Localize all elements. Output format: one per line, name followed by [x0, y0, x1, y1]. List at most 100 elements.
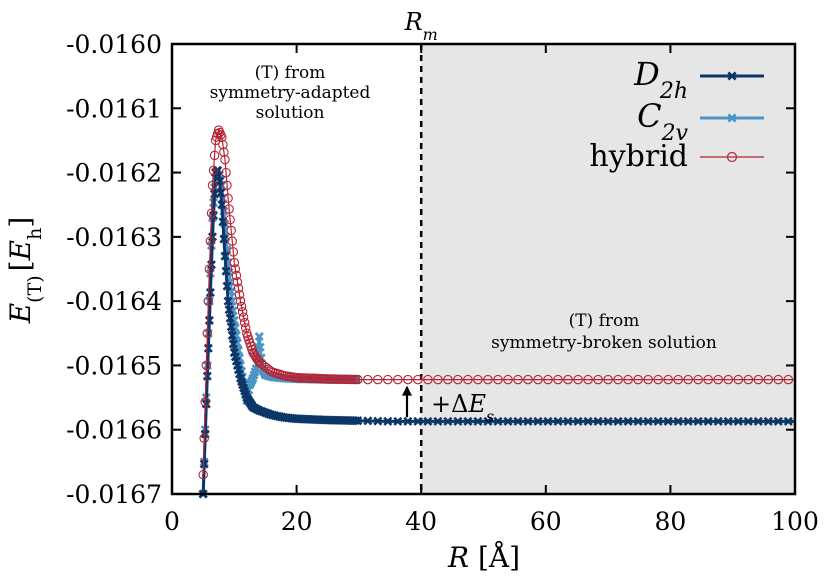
data-point — [553, 416, 563, 426]
data-point — [783, 416, 793, 426]
data-point — [222, 281, 232, 291]
data-point — [198, 469, 208, 480]
delta-es-label: +ΔEs — [431, 390, 494, 426]
data-point — [503, 416, 513, 426]
data-point — [232, 277, 243, 287]
data-point — [199, 433, 209, 444]
data-point — [553, 374, 563, 385]
data-point — [393, 416, 403, 426]
rm-label: Rm — [404, 8, 438, 44]
data-point — [220, 251, 230, 261]
data-point — [224, 204, 234, 214]
data-point — [733, 374, 744, 385]
data-point — [613, 416, 623, 426]
data-point — [573, 374, 583, 385]
data-point — [703, 374, 713, 385]
text-layer: Rm -0.0160 -0.0161 -0.0162 -0.0163 -0.0164 -0.… — [4, 8, 819, 574]
data-point — [523, 374, 533, 385]
data-point — [483, 374, 493, 385]
data-point — [493, 374, 503, 385]
data-point — [503, 374, 513, 385]
data-point — [743, 374, 754, 385]
x-axis-label: R [Å] — [447, 541, 520, 574]
data-point — [202, 328, 213, 339]
data-point — [463, 416, 473, 426]
data-point — [643, 374, 653, 385]
data-point — [237, 307, 248, 317]
data-point — [231, 270, 242, 281]
data-point — [623, 416, 633, 426]
data-point — [228, 247, 239, 257]
data-point — [229, 257, 240, 268]
shaded-region — [421, 44, 795, 494]
series-points-hybrid — [198, 125, 794, 480]
data-point — [203, 296, 214, 306]
annotation-right-line1: (T) from — [569, 311, 640, 331]
annotation-right-line2: symmetry-broken solution — [491, 333, 717, 353]
data-point — [413, 374, 423, 385]
data-point — [683, 416, 693, 426]
legend-marker — [727, 113, 737, 123]
data-point — [230, 264, 241, 274]
y-tick-label: -0.0161 — [66, 94, 162, 123]
data-point — [393, 374, 403, 385]
annotation-left-line2: symmetry-adapted — [210, 83, 371, 103]
data-point — [473, 374, 483, 385]
data-point — [254, 331, 264, 342]
y-tick-label: -0.0160 — [66, 30, 162, 59]
plot-frame — [170, 42, 797, 496]
data-point — [207, 180, 218, 191]
data-point — [523, 416, 533, 426]
data-point — [203, 343, 213, 353]
data-point — [423, 416, 433, 426]
x-tick-label: 40 — [405, 507, 437, 536]
data-point — [251, 352, 261, 363]
data-point — [201, 360, 212, 371]
data-point — [403, 416, 413, 426]
legend-marker — [727, 71, 737, 81]
data-point — [663, 374, 673, 385]
data-point — [351, 416, 361, 426]
data-point — [713, 416, 723, 426]
data-point — [236, 301, 247, 312]
data-point — [208, 165, 219, 176]
data-point — [653, 416, 663, 426]
data-point — [353, 416, 363, 426]
data-point — [513, 374, 523, 385]
data-point — [753, 374, 764, 385]
data-point — [200, 397, 210, 407]
shaded-region-layer — [421, 44, 795, 494]
annotation-left-line1: (T) from — [255, 63, 326, 83]
data-point — [403, 374, 413, 385]
data-point — [543, 374, 553, 385]
data-point — [218, 139, 228, 150]
data-point — [221, 167, 231, 178]
y-axis-label: E(T)[Eh] — [4, 217, 46, 325]
data-point — [220, 154, 230, 165]
annotation-left-line3: solution — [256, 103, 325, 123]
data-point — [603, 416, 613, 426]
data-point — [713, 374, 723, 385]
data-point — [763, 374, 774, 385]
data-point — [773, 416, 783, 426]
data-point — [773, 374, 784, 385]
data-point — [216, 188, 226, 198]
y-tick-label: -0.0162 — [66, 159, 162, 188]
data-point — [633, 416, 643, 426]
data-point — [226, 225, 236, 236]
data-point — [663, 416, 673, 426]
data-point — [240, 323, 251, 333]
data-point — [673, 416, 683, 426]
data-point — [753, 416, 763, 426]
data-point — [413, 416, 423, 426]
data-point — [219, 234, 229, 244]
data-point — [235, 296, 246, 306]
data-point — [348, 374, 359, 385]
data-point — [423, 374, 433, 385]
data-point — [234, 289, 245, 300]
data-point — [433, 416, 443, 426]
data-point — [253, 355, 263, 366]
data-point — [373, 374, 383, 385]
